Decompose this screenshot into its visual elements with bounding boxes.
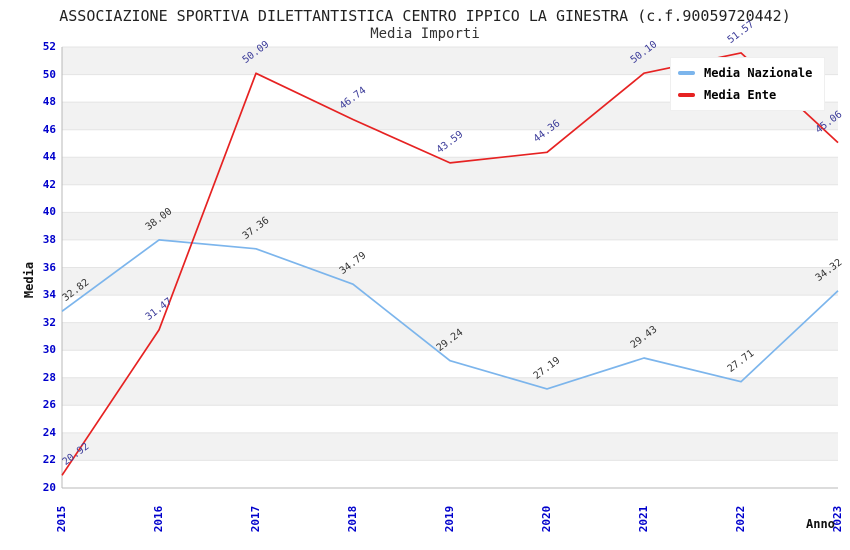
x-tick-label: 2015 <box>55 505 68 533</box>
y-tick-label: 42 <box>42 178 56 191</box>
y-tick-label: 30 <box>42 343 56 356</box>
y-tick-label: 36 <box>42 261 56 274</box>
y-tick-label: 22 <box>42 453 56 466</box>
y-tick-label: 46 <box>42 123 56 136</box>
y-tick-label: 32 <box>42 316 56 329</box>
y-tick-label: 38 <box>42 233 56 246</box>
plot-band <box>62 405 838 433</box>
y-tick-label: 20 <box>42 481 56 494</box>
y-tick-label: 28 <box>42 371 56 384</box>
y-tick-label: 34 <box>42 288 56 301</box>
x-tick-label: 2018 <box>346 505 359 533</box>
x-tick-label: 2022 <box>734 505 747 533</box>
plot-band <box>62 460 838 488</box>
x-tick-label: 2017 <box>249 505 262 533</box>
legend: Media Nazionale Media Ente <box>671 58 825 110</box>
plot-band <box>62 377 838 406</box>
chart-title: ASSOCIAZIONE SPORTIVA DILETTANTISTICA CE… <box>59 7 791 25</box>
plot-band <box>62 184 838 213</box>
y-tick-label: 50 <box>42 68 56 81</box>
x-tick-label: 2019 <box>443 505 456 533</box>
y-tick-label: 44 <box>42 150 56 163</box>
y-tick-label: 24 <box>42 426 56 439</box>
plot-band <box>62 129 838 158</box>
plot-band <box>62 432 838 461</box>
plot-band <box>62 350 838 378</box>
x-axis-title: Anno <box>806 517 835 531</box>
x-tick-label: 2016 <box>152 505 165 533</box>
y-tick-label: 40 <box>42 205 56 218</box>
plot-band <box>62 157 838 185</box>
x-tick-label: 2020 <box>540 505 553 533</box>
y-tick-label: 48 <box>42 95 56 108</box>
x-tick-label: 2021 <box>637 505 650 533</box>
plot-band <box>62 212 838 240</box>
legend-item-media-ente: Media Ente <box>678 88 812 102</box>
plot-band <box>62 295 838 323</box>
y-tick-label: 26 <box>42 398 56 411</box>
legend-swatch-media-ente-icon <box>678 93 695 97</box>
legend-swatch-media-nazionale-icon <box>678 71 695 75</box>
y-axis-title: Media <box>22 261 36 299</box>
legend-label: Media Nazionale <box>704 66 813 80</box>
legend-item-media-nazionale: Media Nazionale <box>678 66 812 80</box>
plot-band <box>62 267 838 296</box>
plot-band <box>62 239 838 268</box>
legend-label: Media Ente <box>704 88 777 102</box>
plot-band <box>62 322 838 351</box>
chart-subtitle: Media Importi <box>370 26 480 42</box>
y-tick-label: 52 <box>42 40 56 53</box>
